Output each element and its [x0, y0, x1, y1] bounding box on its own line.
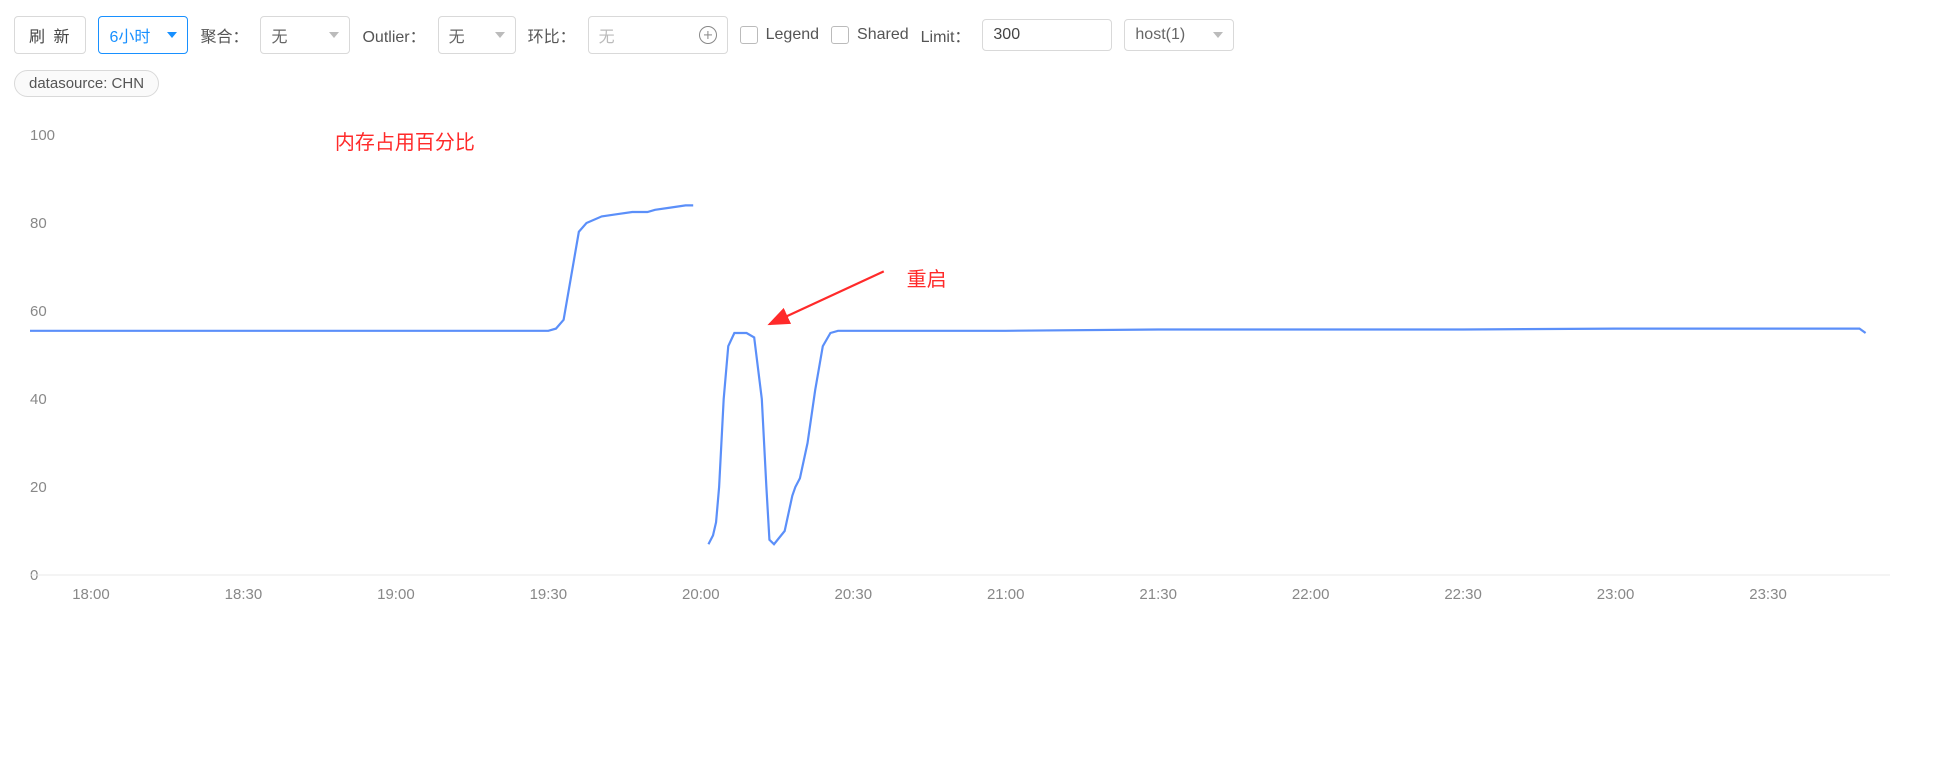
toolbar: 刷 新 6小时 聚合： 无 Outlier： 无 环比： 无 Legend Sh…: [10, 10, 1928, 60]
svg-text:20:30: 20:30: [835, 586, 873, 603]
filter-tag-row: datasource: CHN: [10, 60, 1928, 97]
limit-label: Limit：: [921, 23, 971, 47]
svg-text:18:00: 18:00: [72, 586, 110, 603]
svg-text:23:00: 23:00: [1597, 586, 1635, 603]
groupby-select[interactable]: host(1): [1124, 19, 1234, 51]
aggregate-value: 无: [271, 23, 287, 47]
outlier-select[interactable]: 无: [438, 16, 516, 54]
outlier-value: 无: [449, 23, 465, 47]
chevron-down-icon: [495, 32, 505, 38]
chart-container: 02040608010018:0018:3019:0019:3020:0020:…: [10, 115, 1928, 615]
shared-checkbox[interactable]: [831, 26, 849, 44]
legend-label: Legend: [766, 26, 819, 44]
aggregate-label: 聚合：: [200, 23, 248, 47]
svg-text:21:00: 21:00: [987, 586, 1025, 603]
line-chart: 02040608010018:0018:3019:0019:3020:0020:…: [10, 115, 1910, 615]
groupby-value: host(1): [1135, 26, 1185, 44]
limit-input[interactable]: [982, 19, 1112, 51]
plus-icon[interactable]: [699, 26, 717, 44]
refresh-button[interactable]: 刷 新: [14, 16, 86, 54]
compare-label: 环比：: [528, 23, 576, 47]
time-range-value: 6小时: [109, 23, 150, 47]
svg-text:19:00: 19:00: [377, 586, 415, 603]
svg-text:22:00: 22:00: [1292, 586, 1330, 603]
chevron-down-icon: [329, 32, 339, 38]
shared-label: Shared: [857, 26, 909, 44]
svg-text:19:30: 19:30: [530, 586, 568, 603]
filter-tag[interactable]: datasource: CHN: [14, 70, 159, 97]
compare-input[interactable]: 无: [588, 16, 728, 54]
svg-text:20: 20: [30, 479, 47, 496]
time-range-select[interactable]: 6小时: [98, 16, 188, 54]
svg-text:80: 80: [30, 215, 47, 232]
svg-text:40: 40: [30, 391, 47, 408]
svg-text:21:30: 21:30: [1139, 586, 1177, 603]
svg-text:60: 60: [30, 303, 47, 320]
chevron-down-icon: [167, 32, 177, 38]
svg-text:22:30: 22:30: [1444, 586, 1482, 603]
svg-text:23:30: 23:30: [1749, 586, 1787, 603]
compare-placeholder: 无: [599, 23, 615, 47]
svg-text:20:00: 20:00: [682, 586, 720, 603]
outlier-label: Outlier：: [362, 23, 425, 47]
chevron-down-icon: [1213, 32, 1223, 38]
svg-text:100: 100: [30, 127, 55, 144]
svg-text:18:30: 18:30: [225, 586, 263, 603]
aggregate-select[interactable]: 无: [260, 16, 350, 54]
legend-checkbox[interactable]: [740, 26, 758, 44]
